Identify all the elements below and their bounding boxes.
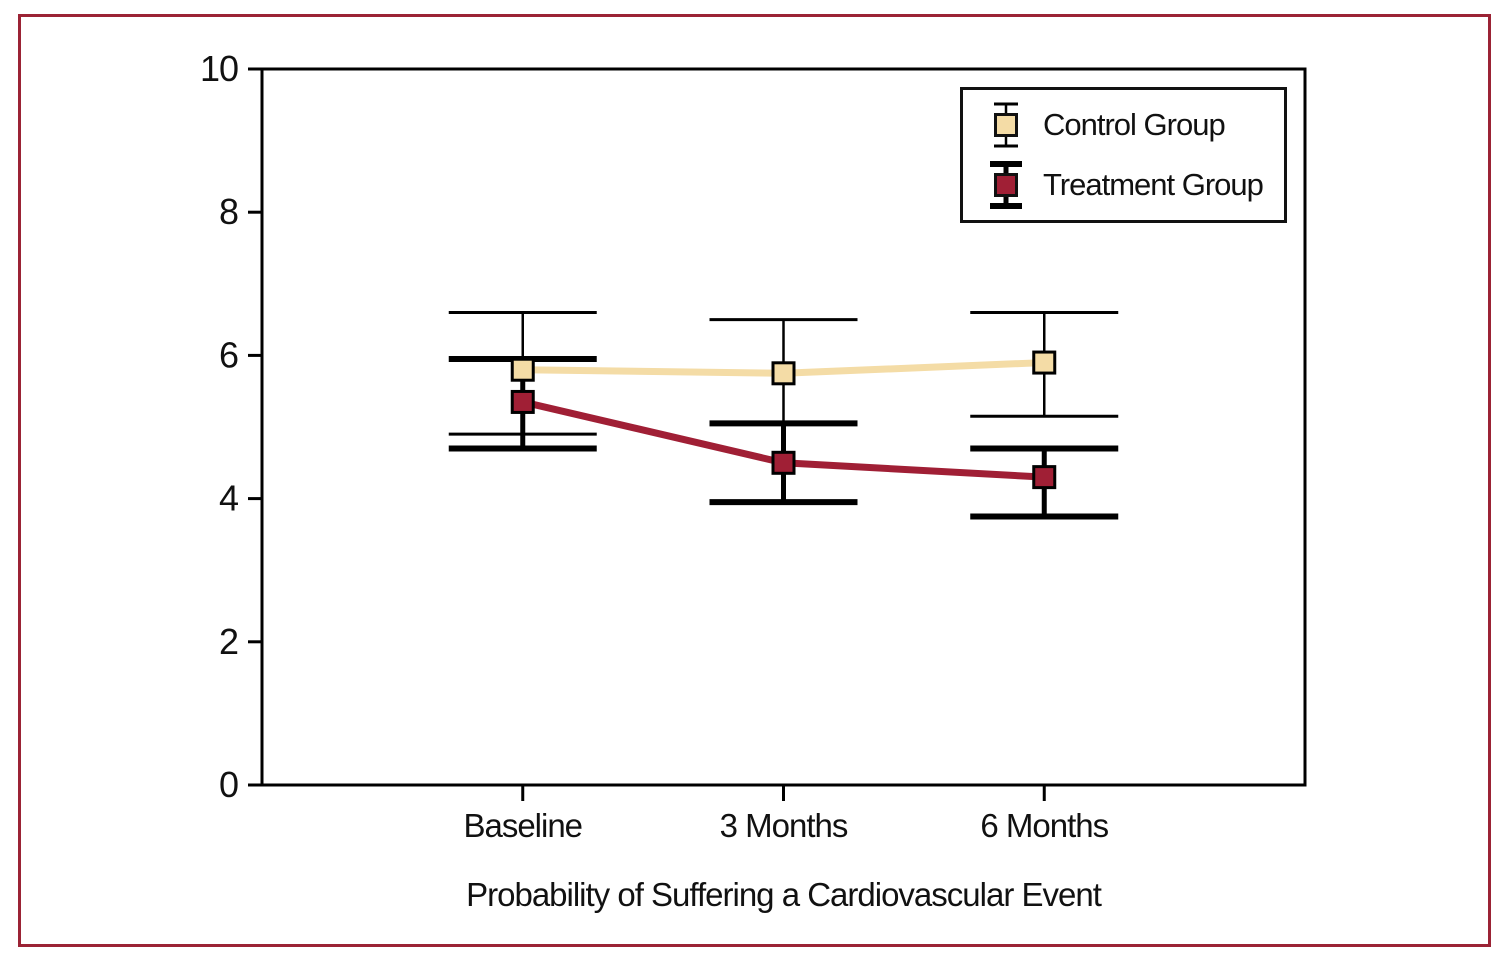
- legend-label-control-group: Control Group: [1043, 107, 1226, 142]
- control-group-marker-icon: [994, 102, 1018, 148]
- legend-marker-square: [994, 173, 1018, 197]
- legend-item-control-group: Control Group: [989, 97, 1284, 153]
- y-tick-label: 8: [219, 191, 238, 232]
- y-tick-label: 10: [200, 48, 238, 89]
- y-tick-label: 4: [219, 478, 238, 519]
- data-point-marker: [771, 450, 796, 475]
- x-axis-title: Probability of Suffering a Cardiovascula…: [466, 876, 1102, 913]
- legend-label-treatment-group: Treatment Group: [1043, 167, 1264, 202]
- x-tick-label: 6 Months: [980, 807, 1108, 844]
- y-tick-label: 0: [219, 764, 238, 805]
- legend: Control Group Treatment Group: [960, 87, 1287, 223]
- data-point-marker: [1032, 465, 1057, 490]
- x-tick-label: Baseline: [463, 807, 582, 844]
- y-tick-label: 2: [219, 621, 238, 662]
- legend-item-treatment-group: Treatment Group: [989, 157, 1284, 213]
- data-point-marker: [771, 361, 796, 386]
- y-tick-label: 6: [219, 334, 238, 375]
- data-point-marker: [510, 389, 535, 414]
- data-point-marker: [510, 357, 535, 382]
- x-tick-label: 3 Months: [720, 807, 848, 844]
- data-point-marker: [1032, 350, 1057, 375]
- treatment-group-marker-icon: [990, 161, 1022, 209]
- legend-marker-square: [994, 113, 1018, 137]
